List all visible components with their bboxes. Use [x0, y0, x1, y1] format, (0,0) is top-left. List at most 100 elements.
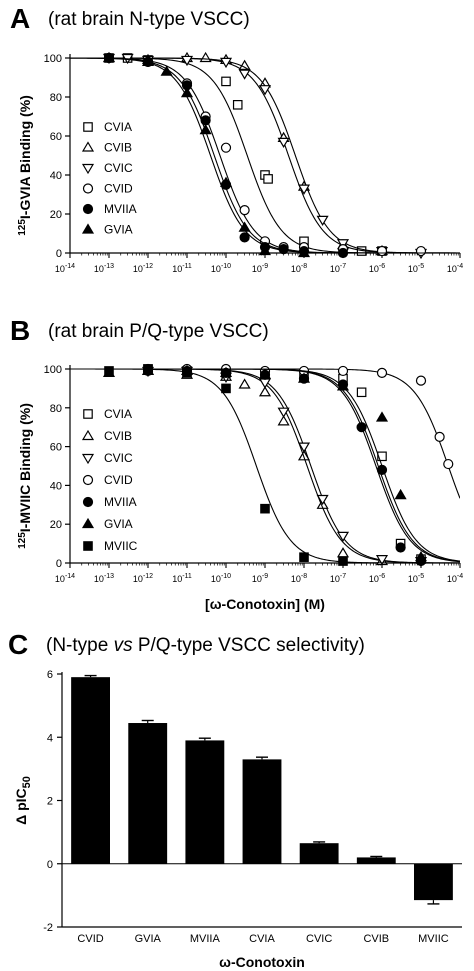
- x-tick-label: 10-13: [94, 573, 114, 584]
- x-tick-label: 10-9: [252, 263, 268, 274]
- legend-label: CVIC: [104, 161, 133, 175]
- legend-entry-cvid: CVID: [82, 473, 133, 487]
- data-point-gvia: [297, 246, 311, 258]
- panel-b: B (rat brain P/Q-type VSCC) 0 20 40 60 80 100 10…: [10, 315, 463, 612]
- x-tick-label: 10-4: [447, 263, 463, 274]
- x-tick-label: 10-8: [291, 573, 307, 584]
- y-tick-label: 80: [50, 403, 62, 415]
- x-tick-label: 10-7: [330, 263, 346, 274]
- legend-label: CVIA: [104, 120, 132, 134]
- legend-marker-mviia: [82, 203, 94, 215]
- legend-entry-cvia: CVIA: [83, 120, 132, 134]
- x-tick-label: 10-8: [291, 263, 307, 274]
- data-point-mviia: [356, 422, 367, 433]
- data-point-gvia: [414, 550, 428, 562]
- y-tick-label: 40: [50, 170, 62, 182]
- x-tick-label: MVIIC: [418, 933, 449, 945]
- data-point-cvid: [443, 458, 454, 470]
- data-point-cvic: [297, 442, 311, 453]
- y-tick-label: 20: [50, 519, 62, 531]
- panel-letter: C: [8, 629, 28, 660]
- data-point-cvib: [258, 386, 272, 397]
- data-point-cvic: [336, 531, 350, 543]
- bar-cvib: [356, 857, 396, 864]
- y-tick-label: 60: [50, 131, 62, 143]
- data-point-mviia: [239, 232, 250, 243]
- legend-label: CVIB: [104, 429, 132, 443]
- fit-curve-cvic: [70, 368, 460, 564]
- panel-c: C (N-type vs P/Q-type VSCC selectivity) -2…: [8, 629, 462, 970]
- fit-curve-mviic: [70, 368, 460, 564]
- x-tick-label: 10-14: [55, 573, 75, 584]
- data-point-cvid: [434, 431, 445, 442]
- bar-cvic: [299, 843, 339, 864]
- data-point-mviic: [299, 552, 309, 562]
- data-point-mviic: [182, 368, 192, 378]
- y-tick-label: 6: [47, 669, 53, 681]
- legend-entry-cvib: CVIB: [81, 141, 132, 155]
- legend-label: CVIC: [104, 451, 133, 465]
- legend-marker-cvia: [83, 409, 93, 419]
- panel-title: (rat brain P/Q-type VSCC): [48, 321, 269, 342]
- legend-label: MVIIA: [104, 202, 137, 216]
- data-point-gvia: [394, 488, 407, 500]
- fit-curve-mviia: [70, 368, 460, 563]
- series-cvic: [70, 366, 460, 568]
- y-tick-label: 100: [44, 364, 62, 376]
- bar-mviia: [185, 740, 225, 864]
- y-tick-label: 40: [50, 480, 62, 492]
- data-point-cvid: [415, 375, 427, 386]
- x-tick-label: 10-5: [408, 263, 424, 274]
- data-point-cvic: [180, 55, 194, 67]
- legend-marker-cvia: [83, 122, 93, 132]
- legend-marker-cvid: [82, 474, 94, 486]
- legend-marker-cvic: [81, 163, 95, 175]
- series-gvia: [70, 51, 460, 258]
- data-point-cvic: [219, 57, 233, 69]
- legend-entry-cvid: CVID: [82, 182, 133, 196]
- data-point-cvid: [376, 245, 388, 257]
- data-point-mviic: [338, 556, 348, 566]
- data-point-cvia: [232, 99, 243, 110]
- y-tick-label: 20: [50, 209, 62, 221]
- data-point-gvia: [219, 176, 233, 187]
- legend-label: CVID: [104, 473, 133, 487]
- y-tick-label: 100: [44, 53, 62, 65]
- data-point-mviia: [395, 542, 406, 553]
- data-point-cvid: [376, 367, 388, 378]
- x-tick-label: 10-6: [369, 263, 385, 274]
- data-point-cvid: [239, 205, 250, 216]
- panel-a: A (rat brain N-type VSCC) 0 20 40 60 80 100 10-1…: [10, 3, 463, 274]
- data-point-gvia: [375, 411, 389, 422]
- panel-title: (N-type vs P/Q-type VSCC selectivity): [46, 635, 365, 656]
- x-tick-label: 10-12: [133, 263, 153, 274]
- x-tick-label: 10-12: [133, 573, 153, 584]
- panel-letter: A: [10, 3, 30, 34]
- series-mviic: [70, 364, 460, 566]
- panel-letter: B: [10, 315, 30, 346]
- data-point-cvic: [336, 239, 350, 250]
- data-point-gvia: [160, 65, 173, 76]
- y-tick-label: 60: [50, 442, 62, 454]
- data-point-cvic: [297, 184, 311, 195]
- x-tick-label: 10-14: [55, 263, 75, 274]
- legend-label: CVID: [104, 182, 133, 196]
- data-point-gvia: [199, 123, 212, 135]
- legend-marker-gvia: [81, 517, 95, 529]
- legend-label: MVIIA: [104, 495, 137, 509]
- fit-curve-gvia: [70, 368, 460, 562]
- legend-marker-cvic: [81, 453, 95, 465]
- legend-entry-mviia: MVIIA: [82, 202, 137, 216]
- x-tick-label: CVIB: [363, 933, 389, 945]
- legend-marker-cvib: [81, 429, 95, 441]
- data-point-cvib: [336, 547, 350, 558]
- data-point-mviia: [200, 115, 211, 126]
- data-point-cvib: [199, 51, 212, 63]
- data-point-cvia: [221, 76, 231, 87]
- x-tick-label: 10-10: [211, 573, 231, 584]
- fit-curve-cvia: [70, 368, 460, 563]
- legend-label: MVIIC: [104, 539, 138, 553]
- x-tick-label: 10-6: [369, 573, 385, 584]
- data-point-mviic: [104, 366, 114, 376]
